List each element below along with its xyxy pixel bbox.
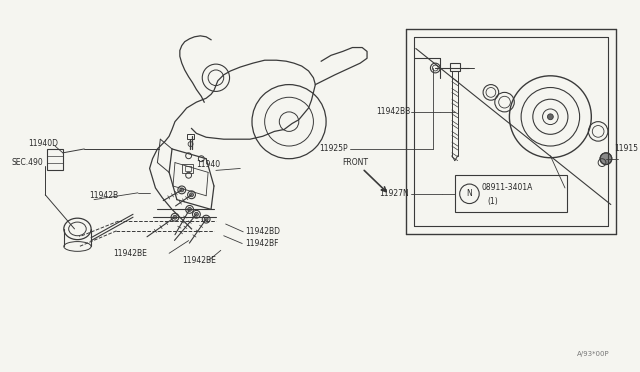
Circle shape (547, 114, 554, 120)
Circle shape (204, 217, 208, 221)
Text: 11942BB: 11942BB (377, 108, 411, 116)
Bar (185, 167, 191, 171)
Text: (1): (1) (487, 197, 498, 206)
Circle shape (195, 212, 198, 216)
Text: A/93*00P: A/93*00P (577, 351, 609, 357)
Circle shape (600, 153, 612, 164)
Text: 08911-3401A: 08911-3401A (481, 183, 532, 192)
Text: 11942BD: 11942BD (245, 227, 280, 236)
Text: 11925P: 11925P (319, 144, 348, 153)
Bar (450, 63, 460, 71)
Bar (47, 149, 63, 170)
Circle shape (180, 188, 184, 192)
Bar (182, 164, 193, 173)
Text: 11940: 11940 (196, 160, 221, 169)
Text: 11940D: 11940D (29, 139, 59, 148)
Text: FRONT: FRONT (342, 158, 369, 167)
Text: 11915: 11915 (614, 144, 637, 153)
Text: 11927N: 11927N (380, 189, 409, 198)
Text: 11942BE: 11942BE (182, 256, 216, 264)
Text: SEC.490: SEC.490 (11, 158, 43, 167)
Bar (187, 134, 195, 139)
Circle shape (173, 215, 177, 219)
Text: N: N (467, 189, 472, 198)
Circle shape (188, 208, 191, 211)
Circle shape (189, 193, 193, 197)
Bar (455, 175, 567, 212)
Text: 11942BE: 11942BE (113, 249, 147, 258)
Text: 11942B: 11942B (89, 191, 118, 200)
Text: 11942BF: 11942BF (245, 239, 278, 248)
